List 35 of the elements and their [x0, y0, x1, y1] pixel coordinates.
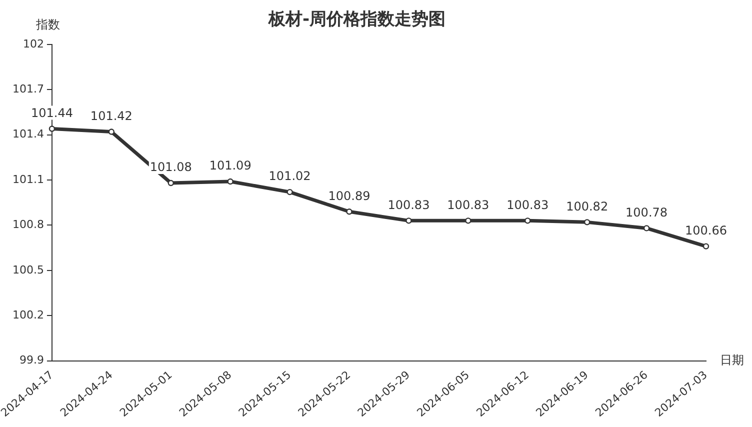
point: [227, 178, 234, 185]
point: [702, 243, 710, 250]
data-label: 100.89: [328, 188, 370, 203]
y-axis-title: 指数: [34, 18, 60, 32]
y-tick-label: 100.5: [12, 263, 44, 276]
point: [286, 188, 293, 196]
point: [406, 218, 412, 224]
data-label: 100.66: [685, 223, 727, 238]
data-label: 100.83: [447, 198, 490, 212]
data-label: 100.78: [626, 205, 668, 220]
chart-title: 板材-周价格指数走势图: [267, 10, 446, 30]
point: [108, 128, 115, 135]
x-axis-title: 日期: [720, 352, 744, 367]
data-label: 100.83: [506, 198, 549, 212]
y-tick-label: 101.4: [12, 128, 44, 141]
data-label: 101.44: [30, 106, 73, 120]
point: [584, 219, 590, 226]
y-tick-label: 100.8: [12, 218, 44, 232]
data-label: 101.02: [268, 169, 311, 184]
y-tick-label: 99.9: [19, 354, 44, 367]
data-label: 100.83: [388, 198, 430, 212]
y-tick-label: 101.1: [12, 172, 44, 186]
point: [643, 225, 650, 232]
data-label: 101.09: [209, 158, 252, 173]
point: [524, 218, 531, 224]
y-tick-label: 100.2: [12, 308, 44, 322]
data-label: 100.82: [566, 199, 608, 214]
point: [346, 208, 352, 215]
point: [168, 180, 174, 186]
y-tick-label: 102: [22, 37, 44, 50]
y-tick-label: 101.7: [12, 82, 44, 96]
data-label: 101.08: [150, 160, 192, 174]
point: [48, 126, 56, 132]
point: [465, 218, 472, 224]
data-label: 101.42: [90, 108, 132, 123]
